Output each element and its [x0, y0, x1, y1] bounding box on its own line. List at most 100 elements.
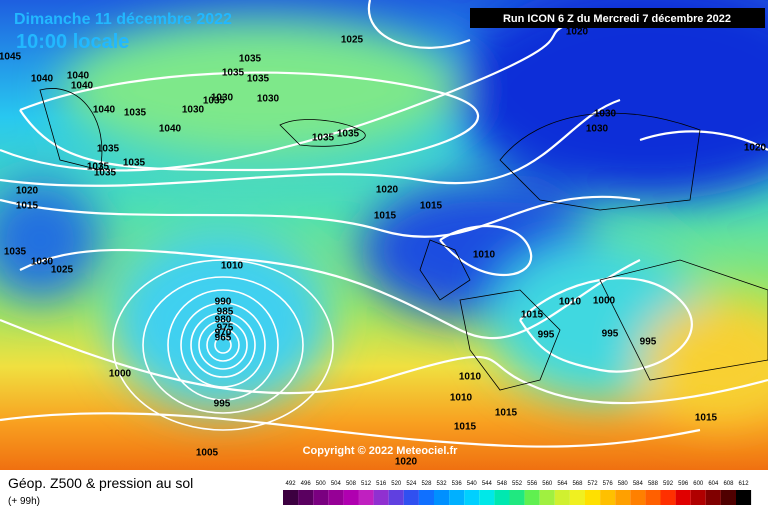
colorbar-swatch	[328, 490, 344, 505]
isobar-label: 1015	[695, 413, 718, 424]
isobar-label: 1015	[16, 201, 39, 212]
isobar-label: 1035	[97, 144, 120, 155]
isobar-label: 1035	[124, 108, 147, 119]
isobar-label: 1010	[459, 372, 482, 383]
colorbar-swatch	[645, 490, 661, 505]
colorbar-swatch	[298, 490, 314, 505]
colorbar-label: 572	[588, 481, 599, 487]
isobar-label: 1035	[222, 68, 245, 79]
colorbar-swatch	[690, 490, 706, 505]
colorbar-label: 584	[633, 481, 644, 487]
colorbar-label: 600	[693, 481, 704, 487]
isobar-label: 1035	[312, 133, 335, 144]
colorbar-swatch	[615, 490, 631, 505]
isobar-label: 1035	[239, 54, 262, 65]
isobar-label: 1040	[31, 74, 54, 85]
footer-title: Géop. Z500 & pression au sol	[8, 475, 193, 491]
colorbar-label: 540	[467, 481, 478, 487]
isobar-label: 1000	[109, 369, 132, 380]
colorbar-label: 564	[557, 481, 568, 487]
footer-subtitle: (+ 99h)	[8, 496, 40, 507]
isobar-label: 1020	[744, 143, 767, 154]
isobar-label: 1040	[93, 105, 116, 116]
isobar-label: 1035	[337, 129, 360, 140]
colorbar-label: 528	[421, 481, 432, 487]
colorbar-label: 536	[452, 481, 463, 487]
copyright: Copyright © 2022 Meteociel.fr	[303, 445, 459, 457]
colorbar-swatch	[449, 490, 465, 505]
colorbar-swatch	[554, 490, 570, 505]
isobar-label: 1010	[450, 393, 473, 404]
isobar-label: 1015	[420, 201, 443, 212]
isobar-label: 1020	[395, 457, 418, 468]
colorbar-label: 556	[527, 481, 538, 487]
colorbar-swatch	[479, 490, 495, 505]
isobar-label: 1030	[211, 93, 234, 104]
colorbar-label: 580	[618, 481, 629, 487]
colorbar-swatch	[705, 490, 721, 505]
colorbar-swatch	[569, 490, 585, 505]
isobar-label: 1025	[341, 35, 364, 46]
colorbar-label: 496	[301, 481, 312, 487]
isobar-label: 980	[215, 315, 232, 326]
colorbar-swatch	[464, 490, 480, 505]
map-field	[0, 0, 768, 470]
isobar-label: 1040	[71, 81, 94, 92]
isobar-label: 1035	[4, 247, 27, 258]
isobar-label: 1040	[67, 71, 90, 82]
colorbar-label: 512	[361, 481, 372, 487]
colorbar-label: 500	[316, 481, 327, 487]
colorbar-label: 532	[437, 481, 448, 487]
colorbar-swatch	[283, 490, 299, 505]
map-time: 10:00 locale	[16, 31, 129, 53]
isobar-label: 975	[217, 323, 234, 334]
colorbar-label: 520	[391, 481, 402, 487]
isobar-label: 1030	[586, 124, 609, 135]
isobar-label: 995	[538, 330, 555, 341]
colorbar-label: 548	[497, 481, 508, 487]
isobar-label: 1010	[221, 261, 244, 272]
colorbar-swatch	[313, 490, 329, 505]
colorbar-swatch	[736, 490, 752, 505]
run-box	[470, 8, 765, 28]
isobar-label: 1015	[374, 211, 397, 222]
isobar-label: 1035	[123, 158, 146, 169]
isobar-label: 1010	[559, 297, 582, 308]
isobar-label: 995	[602, 329, 619, 340]
colorbar-label: 612	[739, 481, 750, 487]
colorbar-swatch	[524, 490, 540, 505]
isobar-label: 1020	[376, 185, 399, 196]
colorbar-swatch	[434, 490, 450, 505]
colorbar-swatch	[373, 490, 389, 505]
colorbar-label: 560	[542, 481, 553, 487]
colorbar-label: 576	[603, 481, 614, 487]
isobar-label: 990	[215, 297, 232, 308]
isobar-label: 1030	[257, 94, 280, 105]
colorbar-label: 608	[723, 481, 734, 487]
isobar-label: 1035	[87, 162, 110, 173]
isobar-label: 1045	[0, 52, 22, 63]
isobar-label: 1040	[159, 124, 182, 135]
colorbar-label: 508	[346, 481, 357, 487]
isobar-label: 1000	[593, 296, 616, 307]
colorbar-swatch	[600, 490, 616, 505]
colorbar-swatch	[509, 490, 525, 505]
colorbar-label: 596	[678, 481, 689, 487]
colorbar-swatch	[343, 490, 359, 505]
colorbar-swatch	[358, 490, 374, 505]
colorbar-label: 552	[512, 481, 523, 487]
map-date: Dimanche 11 décembre 2022	[14, 11, 232, 28]
colorbar-label: 492	[286, 481, 297, 487]
isobar-label: 1020	[566, 27, 589, 38]
isobar-label: 995	[214, 399, 231, 410]
isobar-label: 1015	[454, 422, 477, 433]
isobar-label: 965	[215, 333, 232, 344]
colorbar-label: 604	[708, 481, 719, 487]
isobar-label: 995	[640, 337, 657, 348]
colorbar-swatch	[630, 490, 646, 505]
isobar-label: 970	[215, 328, 232, 339]
isobar-label: 1015	[495, 408, 518, 419]
isobar-label: 1030	[31, 257, 54, 268]
